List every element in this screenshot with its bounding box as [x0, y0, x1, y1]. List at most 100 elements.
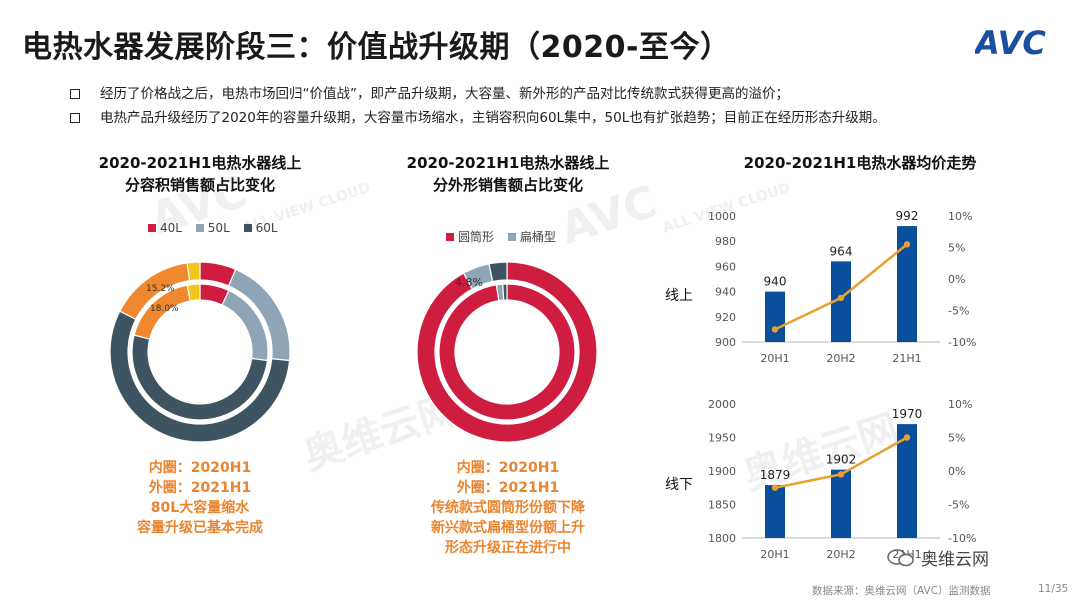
- data-label: 18.0%: [150, 304, 179, 314]
- bar-label: 992: [896, 209, 919, 223]
- chart2-donut: 4.8%: [417, 262, 597, 442]
- y-tick-label: 1850: [708, 499, 736, 512]
- chart2-note: 传统款式圆筒形份额下降: [431, 500, 585, 516]
- y2-tick-label: 0%: [948, 465, 965, 478]
- bar: [765, 291, 785, 342]
- donut-slice: [110, 310, 290, 442]
- y2-tick-label: -5%: [948, 499, 969, 512]
- offline-label: 线下: [665, 477, 693, 493]
- chart2-title-line1: 2020-2021H1电热水器线上: [406, 154, 610, 172]
- growth-point: [903, 241, 911, 248]
- chart2-note: 形态升级正在进行中: [445, 540, 571, 556]
- chart2-legend: 圆筒形 扁桶型: [446, 228, 566, 245]
- chart1-note: 外圈：2021H1: [148, 480, 252, 496]
- chart2-note: 外圈：2021H1: [456, 480, 560, 496]
- y2-tick-label: 5%: [948, 242, 965, 255]
- offline-price-chart: 1800 1850 1900 1950 2000 -10% -5% 0% 5% 10% 1879 20…: [708, 398, 976, 561]
- bar-label: 1970: [892, 407, 923, 421]
- bar: [897, 424, 917, 538]
- bullet-text: 经历了价格战之后，电热市场回归“价值战”，即产品升级期，大容量、新外形的产品对比…: [100, 86, 789, 102]
- y-tick-label: 960: [715, 260, 736, 273]
- logo-text: AVC: [975, 24, 1046, 60]
- chart2-title: 2020-2021H1电热水器线上 分外形销售额占比变化: [368, 152, 648, 196]
- wechat-badge: 奥维云网: [887, 545, 989, 570]
- bullet-text: 电热产品升级经历了2020年的容量升级期，大容量市场缩水，主销容积向60L集中，…: [100, 110, 886, 126]
- donut-slice: [186, 262, 201, 282]
- y2-tick-label: 5%: [948, 432, 965, 445]
- y-tick-label: 900: [715, 336, 736, 349]
- growth-point: [771, 484, 779, 491]
- y2-tick-label: -5%: [948, 305, 969, 318]
- wechat-label: 奥维云网: [921, 550, 989, 570]
- x-tick-label: 20H2: [826, 548, 855, 561]
- chart1-legend: 40L 50L 60L: [148, 221, 288, 235]
- donut-slice: [502, 283, 508, 301]
- legend-item-flat: 扁桶型: [507, 228, 556, 245]
- y-tick-label: 1000: [708, 210, 736, 223]
- donut-slice: [186, 283, 201, 302]
- chart1-note: 80L大容量缩水: [150, 500, 250, 516]
- y2-tick-label: 10%: [948, 398, 972, 411]
- avc-logo: AVC: [975, 24, 1046, 60]
- chart1-note: 内圈：2020H1: [148, 460, 252, 476]
- chart2-notes: 内圈：2020H1 外圈：2021H1 传统款式圆筒形份额下降 新兴款式扁桶型份…: [393, 458, 623, 558]
- donut-slice: [488, 262, 508, 283]
- bar-label: 940: [764, 275, 787, 289]
- y-tick-label: 1950: [708, 432, 736, 445]
- bar: [831, 469, 851, 538]
- legend-item-40l: 40L: [148, 221, 182, 235]
- growth-point: [771, 326, 779, 333]
- square-bullet-icon: [70, 113, 80, 123]
- bullet-item: 经历了价格战之后，电热市场回归“价值战”，即产品升级期，大容量、新外形的产品对比…: [70, 82, 1060, 106]
- page-title: 电热水器发展阶段三：价值战升级期（2020-至今）: [22, 30, 731, 65]
- growth-point: [837, 294, 845, 302]
- online-price-chart: 900 920 940 960 980 1000 -10% -5% 0% 5% 10% 940 20H1…: [708, 209, 976, 365]
- x-tick-label: 20H1: [760, 352, 789, 365]
- data-source: 数据来源：奥维云网（AVC）监测数据: [812, 585, 991, 597]
- page-number: 11/35: [1038, 583, 1069, 595]
- y-tick-label: 920: [715, 311, 736, 324]
- chart1-note: 容量升级已基本完成: [137, 520, 263, 536]
- donut-slice: [438, 283, 576, 421]
- bullet-list: 经历了价格战之后，电热市场回归“价值战”，即产品升级期，大容量、新外形的产品对比…: [70, 82, 1060, 130]
- growth-point: [903, 434, 911, 441]
- bullet-item: 电热产品升级经历了2020年的容量升级期，大容量市场缩水，主销容积向60L集中，…: [70, 106, 1060, 130]
- bar-label: 1902: [826, 453, 857, 467]
- y-tick-label: 980: [715, 235, 736, 248]
- growth-point: [837, 471, 845, 478]
- y2-tick-label: 10%: [948, 210, 972, 223]
- chart2-title-line2: 分外形销售额占比变化: [432, 176, 583, 194]
- donut-slice: [417, 262, 597, 442]
- bar: [897, 226, 917, 342]
- y-tick-label: 1900: [708, 465, 736, 478]
- chart1-donut: 15.2% 18.0%: [110, 262, 290, 442]
- legend-item-60l: 60L: [243, 221, 278, 235]
- y-tick-label: 2000: [708, 398, 736, 411]
- chart1-title-line1: 2020-2021H1电热水器线上: [98, 154, 302, 172]
- chart1-notes: 内圈：2020H1 外圈：2021H1 80L大容量缩水 容量升级已基本完成: [100, 458, 300, 538]
- y2-tick-label: 0%: [948, 273, 965, 286]
- data-label: 15.2%: [146, 284, 175, 294]
- chart1-title-line2: 分容积销售额占比变化: [124, 176, 275, 194]
- x-tick-label: 20H1: [760, 548, 789, 561]
- x-tick-label: 21H1: [892, 352, 921, 365]
- chart2-note: 新兴款式扁桶型份额上升: [431, 520, 585, 536]
- legend-item-50l: 50L: [195, 221, 230, 235]
- online-label: 线上: [665, 288, 693, 304]
- x-tick-label: 20H2: [826, 352, 855, 365]
- y-tick-label: 940: [715, 286, 736, 299]
- chart2-note: 内圈：2020H1: [456, 460, 560, 476]
- square-bullet-icon: [70, 89, 80, 99]
- y2-tick-label: -10%: [948, 336, 976, 349]
- bar-label: 1879: [760, 468, 791, 482]
- y-tick-label: 1800: [708, 532, 736, 545]
- y2-tick-label: -10%: [948, 532, 976, 545]
- bar-label: 964: [830, 244, 853, 258]
- bar: [765, 485, 785, 538]
- bar: [831, 261, 851, 342]
- wechat-icon: [887, 549, 914, 567]
- legend-item-round: 圆筒形: [446, 228, 494, 245]
- chart3-title: 2020-2021H1电热水器均价走势: [743, 154, 977, 172]
- chart1-title: 2020-2021H1电热水器线上 分容积销售额占比变化: [60, 152, 340, 196]
- data-label: 4.8%: [455, 276, 483, 289]
